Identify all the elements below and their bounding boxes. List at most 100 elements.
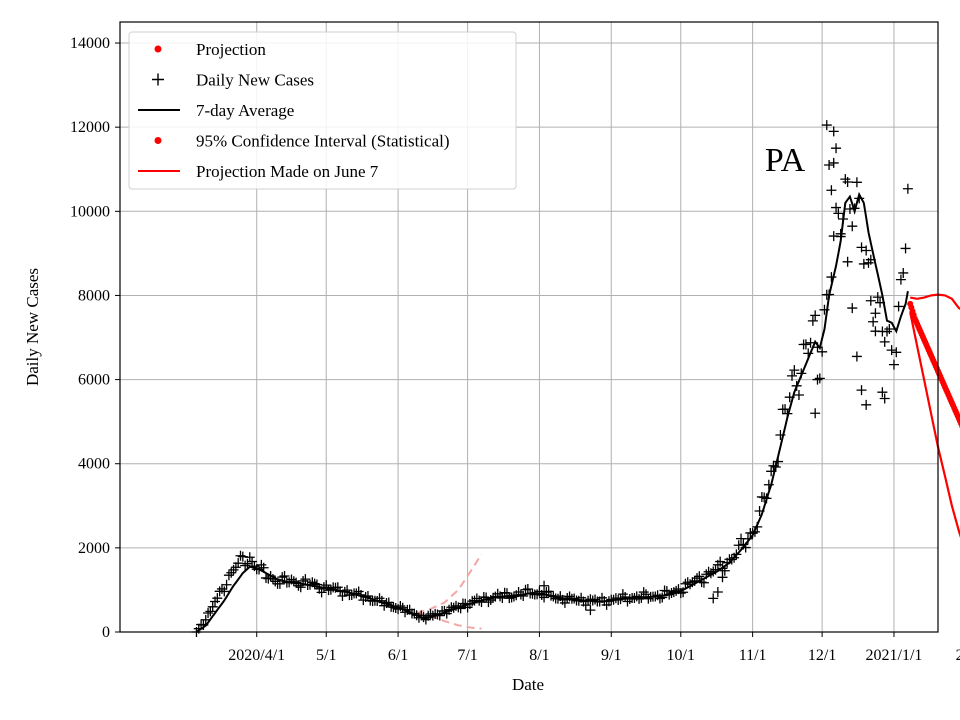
x-tick-label: 7/1: [457, 647, 477, 664]
legend-item: Projection: [154, 40, 266, 59]
daily-case-point: [807, 315, 818, 326]
plot-area: [191, 120, 960, 637]
legend-dot-marker: [154, 45, 162, 53]
legend-item: Projection Made on June 7: [138, 162, 379, 181]
daily-case-point: [221, 579, 232, 590]
daily-case-point: [879, 393, 890, 404]
daily-case-point: [868, 316, 879, 327]
x-tick-label: 11/1: [739, 647, 767, 664]
daily-case-point: [893, 301, 904, 312]
state-annotation: PA: [765, 142, 806, 179]
daily-case-point: [810, 310, 821, 321]
legend-plus-marker: [152, 73, 164, 86]
daily-case-point: [260, 572, 271, 583]
daily-case-point: [638, 587, 649, 598]
daily-case-point: [383, 597, 394, 608]
daily-case-point: [205, 606, 216, 617]
daily-case-point: [847, 221, 858, 232]
seven-day-average-line: [195, 191, 909, 633]
legend-box: [128, 31, 517, 190]
x-tick-label: 5/1: [316, 647, 336, 664]
daily-case-point: [817, 346, 828, 357]
daily-case-point: [230, 562, 241, 573]
daily-case-point: [620, 592, 631, 603]
legend-label: Projection Made on June 7: [196, 162, 379, 181]
daily-case-point: [870, 308, 881, 319]
x-axis-label: Date: [512, 675, 544, 694]
ci-upper-line: [910, 293, 960, 311]
legend-label: 95% Confidence Interval (Statistical): [196, 132, 450, 151]
ci-lower-line: [909, 312, 960, 538]
y-tick-label: 8000: [78, 287, 110, 304]
y-tick-label: 12000: [70, 119, 110, 136]
y-tick-label: 4000: [78, 456, 110, 473]
x-tick-label: 2020/4/1: [228, 647, 285, 664]
daily-case-point: [831, 202, 842, 213]
daily-case-point: [311, 579, 322, 590]
daily-case-point: [207, 601, 218, 612]
daily-case-point: [895, 274, 906, 285]
daily-case-point: [828, 157, 839, 168]
daily-case-point: [694, 571, 705, 582]
x-tick-label: 12/1: [808, 647, 836, 664]
projection-series: [907, 300, 960, 429]
daily-case-point: [793, 390, 804, 401]
daily-case-point: [833, 208, 844, 219]
daily-case-point: [814, 373, 825, 384]
daily-case-point: [842, 256, 853, 267]
daily-case-point: [787, 370, 798, 381]
x-tick-label: 10/1: [667, 647, 695, 664]
daily-case-point: [237, 551, 248, 562]
daily-case-point: [590, 594, 601, 605]
daily-case-point: [657, 592, 668, 603]
axes-frame: [119, 21, 939, 633]
x-tick-label: 9/1: [601, 647, 621, 664]
daily-case-point: [708, 593, 719, 604]
daily-case-point: [717, 572, 728, 583]
legend-label: 7-day Average: [196, 101, 294, 120]
daily-case-point: [539, 580, 550, 591]
y-tick-label: 0: [102, 624, 110, 641]
daily-case-point: [831, 143, 842, 154]
y-axis-label: Daily New Cases: [23, 268, 42, 386]
daily-case-point: [242, 558, 253, 569]
legend-item: 95% Confidence Interval (Statistical): [154, 132, 450, 151]
daily-case-point: [879, 336, 890, 347]
daily-case-point: [884, 323, 895, 334]
daily-case-point: [872, 292, 883, 303]
daily-case-point: [828, 126, 839, 137]
legend-label: Daily New Cases: [196, 71, 314, 90]
daily-case-point: [882, 326, 893, 337]
daily-case-point: [279, 571, 290, 582]
daily-case-point: [826, 272, 837, 283]
daily-case-point: [712, 587, 723, 598]
daily-case-point: [877, 387, 888, 398]
daily-case-point: [900, 243, 911, 254]
daily-case-point: [247, 556, 258, 567]
old-projection-upper: [416, 553, 483, 615]
daily-case-point: [826, 185, 837, 196]
daily-case-point: [585, 605, 596, 616]
daily-case-point: [342, 585, 353, 596]
daily-case-point: [580, 600, 591, 611]
daily-case-point: [891, 347, 902, 358]
daily-case-point: [870, 326, 881, 337]
old-projection-lower: [416, 612, 482, 630]
legend-item: Daily New Cases: [152, 71, 314, 90]
daily-case-point: [223, 570, 234, 581]
daily-case-point: [300, 574, 311, 585]
daily-case-point: [780, 404, 791, 415]
daily-case-point: [733, 540, 744, 551]
y-tick-label: 14000: [70, 35, 110, 52]
x-tick-label: 8/1: [529, 647, 549, 664]
daily-case-point: [316, 587, 327, 598]
daily-case-point: [634, 593, 645, 604]
daily-case-point: [856, 385, 867, 396]
daily-case-point: [858, 258, 869, 269]
y-tick-label: 6000: [78, 372, 110, 389]
daily-case-point: [865, 295, 876, 306]
daily-case-point: [212, 593, 223, 604]
legend-item: 7-day Average: [138, 101, 294, 120]
daily-case-point: [715, 556, 726, 567]
